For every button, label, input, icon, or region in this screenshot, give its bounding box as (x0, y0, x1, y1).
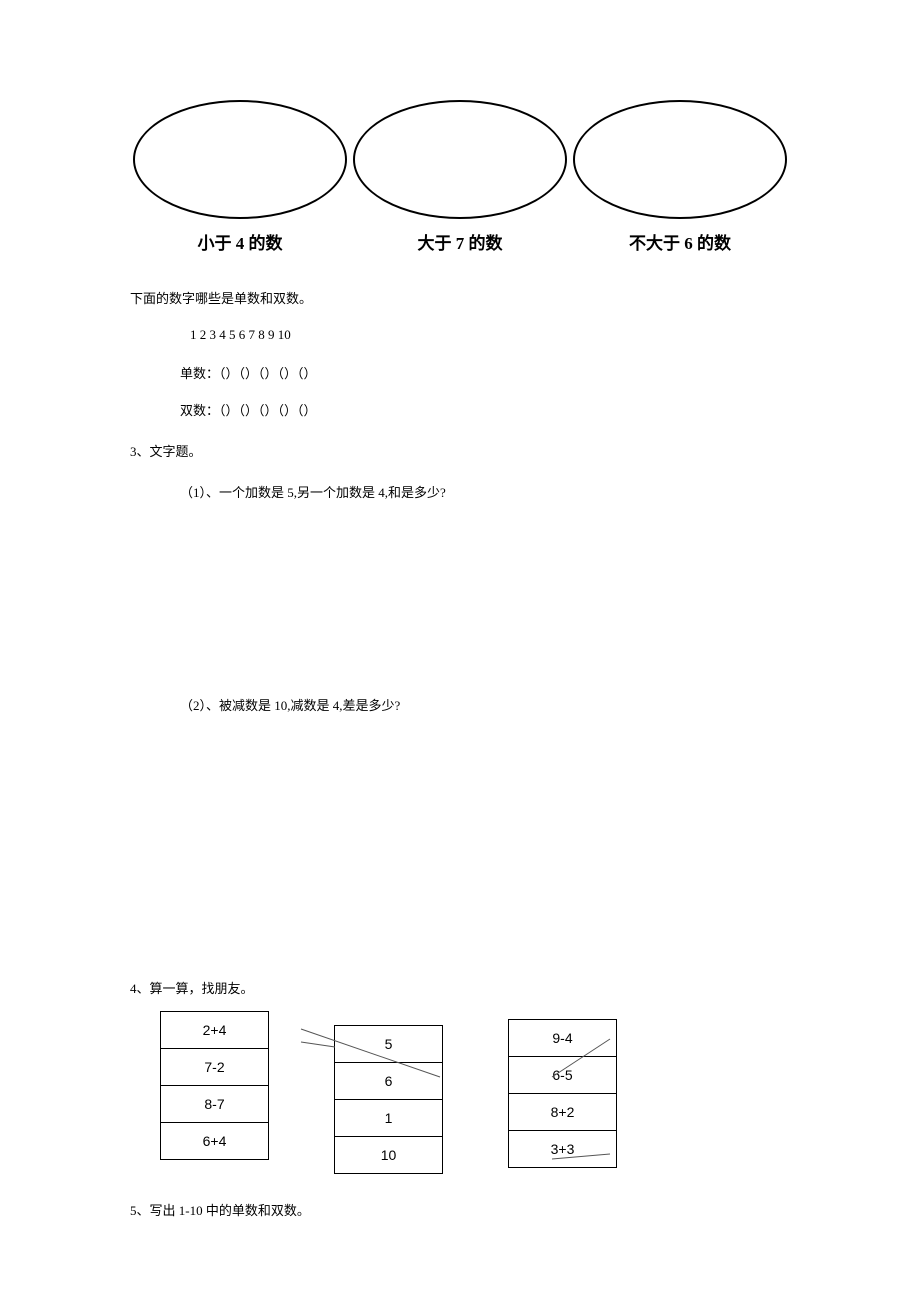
match-col-right: 9-4 6-5 8+2 3+3 (508, 1019, 617, 1168)
mid-cell-3: 10 (335, 1137, 443, 1174)
odd-line: 单数：（）（）（）（）（） (180, 363, 790, 382)
left-cell-3: 6+4 (161, 1123, 269, 1160)
right-cell-3: 3+3 (509, 1131, 617, 1168)
right-cell-1: 6-5 (509, 1057, 617, 1094)
mid-cell-1: 6 (335, 1063, 443, 1100)
left-cell-0: 2+4 (161, 1012, 269, 1049)
match-diagram: 2+4 7-2 8-7 6+4 5 6 1 10 9-4 6-5 8+2 3+3 (160, 1019, 790, 1174)
ellipse-group-lt4: 小于 4 的数 (130, 100, 350, 254)
section-3-title: 3、文字题。 (130, 441, 790, 460)
odd-even-intro: 下面的数字哪些是单数和双数。 (130, 288, 790, 307)
even-line: 双数：（）（）（）（）（） (180, 400, 790, 419)
section-5-title: 5、写出 1-10 中的单数和双数。 (130, 1200, 790, 1219)
match-col-mid: 5 6 1 10 (334, 1025, 443, 1174)
section-4-title: 4、算一算，找朋友。 (130, 978, 790, 997)
word-problem-1: （1）、一个加数是 5,另一个加数是 4,和是多少? (180, 482, 790, 501)
mid-cell-2: 1 (335, 1100, 443, 1137)
left-cell-2: 8-7 (161, 1086, 269, 1123)
right-cell-2: 8+2 (509, 1094, 617, 1131)
ellipse-gt7 (353, 100, 567, 219)
ellipse-group-gt7: 大于 7 的数 (350, 100, 570, 254)
ellipse-label-lt4: 小于 4 的数 (130, 229, 350, 254)
ellipse-label-gt7: 大于 7 的数 (350, 229, 570, 254)
ellipse-label-le6: 不大于 6 的数 (570, 229, 790, 254)
ellipse-le6 (573, 100, 787, 219)
ellipse-group-le6: 不大于 6 的数 (570, 100, 790, 254)
numbers-list: 1 2 3 4 5 6 7 8 9 10 (190, 327, 790, 343)
word-problem-2: （2）、被减数是 10,减数是 4,差是多少? (180, 695, 790, 714)
ellipse-lt4 (133, 100, 347, 219)
right-cell-0: 9-4 (509, 1020, 617, 1057)
left-cell-1: 7-2 (161, 1049, 269, 1086)
match-col-left: 2+4 7-2 8-7 6+4 (160, 1011, 269, 1160)
mid-cell-0: 5 (335, 1026, 443, 1063)
